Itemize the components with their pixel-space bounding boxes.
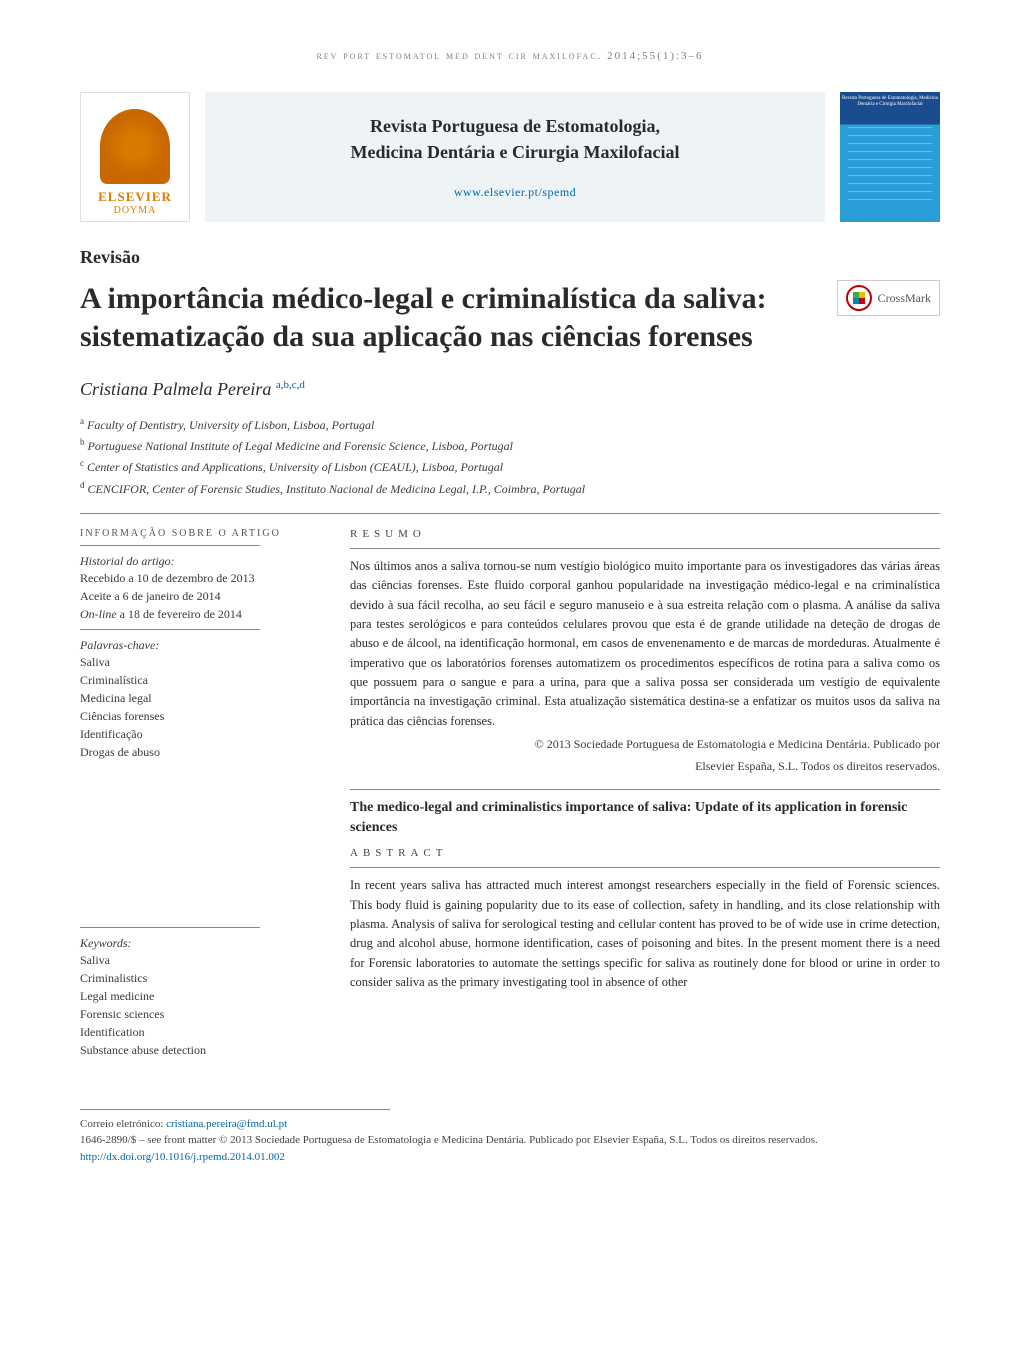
article-title: A importância médico-legal e criminalíst…	[80, 280, 807, 355]
affiliations: a Faculty of Dentistry, University of Li…	[80, 414, 940, 499]
cover-text: Revista Portuguesa de Estomatologia, Med…	[840, 92, 940, 108]
divider	[350, 548, 940, 549]
journal-title-box: Revista Portuguesa de Estomatologia, Med…	[205, 92, 825, 222]
divider	[80, 629, 260, 630]
kw-pt-2: Medicina legal	[80, 689, 320, 707]
affiliation-c: Center of Statistics and Applications, U…	[87, 460, 503, 474]
article-info-head: INFORMAÇÃO SOBRE O ARTIGO	[80, 528, 320, 539]
left-column: INFORMAÇÃO SOBRE O ARTIGO Historial do a…	[80, 528, 320, 1059]
online-prefix: On-line	[80, 607, 117, 621]
journal-title-line2: Medicina Dentária e Cirurgia Maxilofacia…	[351, 142, 680, 162]
journal-cover-thumbnail: Revista Portuguesa de Estomatologia, Med…	[840, 92, 940, 222]
elsevier-tree-icon	[100, 109, 170, 184]
author-aff-c[interactable]: c	[292, 379, 297, 391]
keywords-en-label: Keywords:	[80, 936, 320, 951]
corresponding-email-link[interactable]: cristiana.pereira@fmd.ul.pt	[166, 1118, 287, 1130]
author-aff-b[interactable]: b	[283, 379, 289, 391]
elsevier-logo: ELSEVIER DOYMA	[80, 92, 190, 222]
author-aff-d[interactable]: d	[299, 379, 305, 391]
divider	[80, 513, 940, 514]
divider	[350, 867, 940, 868]
journal-title-line1: Revista Portuguesa de Estomatologia,	[370, 116, 660, 136]
kw-en-2: Legal medicine	[80, 987, 320, 1005]
affiliation-a: Faculty of Dentistry, University of Lisb…	[87, 418, 374, 432]
right-column: RESUMO Nos últimos anos a saliva tornou-…	[350, 528, 940, 1059]
author-name: Cristiana Palmela Pereira	[80, 379, 271, 399]
affiliation-d: CENCIFOR, Center of Forensic Studies, In…	[88, 482, 586, 496]
history-label: Historial do artigo:	[80, 554, 320, 569]
journal-title: Revista Portuguesa de Estomatologia, Med…	[351, 114, 680, 164]
kw-en-1: Criminalistics	[80, 969, 320, 987]
email-label: Correio eletrónico:	[80, 1118, 166, 1130]
kw-en-3: Forensic sciences	[80, 1005, 320, 1023]
kw-en-4: Identification	[80, 1023, 320, 1041]
crossmark-badge[interactable]: CrossMark	[837, 280, 940, 316]
journal-url-link[interactable]: www.elsevier.pt/spemd	[454, 185, 576, 200]
divider	[350, 789, 940, 790]
crossmark-icon	[846, 285, 872, 311]
english-title: The medico-legal and criminalistics impo…	[350, 798, 940, 837]
running-head: REV PORT ESTOMATOL MED DENT CIR MAXILOFA…	[80, 50, 940, 62]
footer-divider	[80, 1109, 390, 1110]
kw-en-5: Substance abuse detection	[80, 1041, 320, 1059]
affiliation-b: Portuguese National Institute of Legal M…	[88, 439, 514, 453]
history-accepted: Aceite a 6 de janeiro de 2014	[80, 587, 320, 605]
two-column-layout: INFORMAÇÃO SOBRE O ARTIGO Historial do a…	[80, 528, 940, 1059]
history-received: Recebido a 10 de dezembro de 2013	[80, 569, 320, 587]
online-date: a 18 de fevereiro de 2014	[117, 607, 242, 621]
resumo-text: Nos últimos anos a saliva tornou-se num …	[350, 557, 940, 731]
publisher-name: ELSEVIER	[98, 189, 172, 205]
abstract-text: In recent years saliva has attracted muc…	[350, 876, 940, 992]
title-row: A importância médico-legal e criminalíst…	[80, 280, 940, 355]
kw-pt-4: Identificação	[80, 725, 320, 743]
resumo-head: RESUMO	[350, 528, 940, 540]
kw-pt-5: Drogas de abuso	[80, 743, 320, 761]
footer: Correio eletrónico: cristiana.pereira@fm…	[80, 1109, 940, 1166]
copyright-line2: Elsevier España, S.L. Todos os direitos …	[350, 757, 940, 775]
authors: Cristiana Palmela Pereira a,b,c,d	[80, 379, 940, 400]
kw-en-0: Saliva	[80, 951, 320, 969]
section-label: Revisão	[80, 247, 940, 268]
abstract-head: ABSTRACT	[350, 847, 940, 859]
header-row: ELSEVIER DOYMA Revista Portuguesa de Est…	[80, 92, 940, 222]
issn-copyright-line: 1646-2890/$ – see front matter © 2013 So…	[80, 1132, 940, 1149]
copyright-line1: © 2013 Sociedade Portuguesa de Estomatol…	[350, 735, 940, 753]
publisher-sub: DOYMA	[114, 205, 157, 216]
kw-pt-0: Saliva	[80, 653, 320, 671]
keywords-pt-label: Palavras-chave:	[80, 638, 320, 653]
divider	[80, 545, 260, 546]
doi-link[interactable]: http://dx.doi.org/10.1016/j.rpemd.2014.0…	[80, 1151, 285, 1163]
history-online: On-line a 18 de fevereiro de 2014	[80, 605, 320, 623]
divider	[80, 927, 260, 928]
kw-pt-1: Criminalística	[80, 671, 320, 689]
kw-pt-3: Ciências forenses	[80, 707, 320, 725]
crossmark-label: CrossMark	[878, 291, 931, 306]
author-aff-a[interactable]: a	[276, 379, 281, 391]
